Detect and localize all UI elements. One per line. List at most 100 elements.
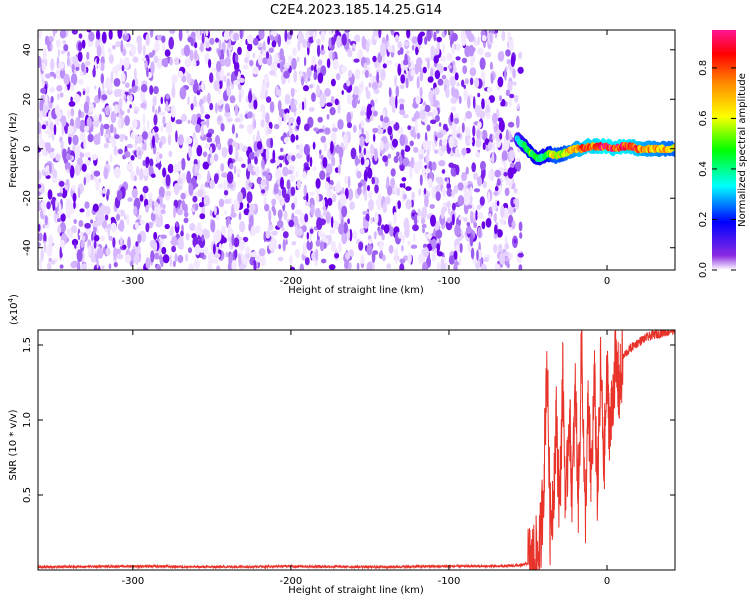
- noise-blob: [448, 255, 455, 265]
- noise-blob: [140, 102, 146, 109]
- noise-blob: [150, 173, 156, 178]
- noise-blob: [426, 140, 432, 147]
- noise-blob: [264, 203, 270, 212]
- noise-blob: [99, 235, 106, 242]
- noise-blob: [209, 146, 213, 155]
- noise-blob: [64, 161, 71, 172]
- noise-blob: [358, 241, 364, 251]
- noise-blob: [421, 218, 426, 225]
- noise-blob: [110, 216, 116, 222]
- noise-blob: [106, 188, 110, 196]
- noise-blob: [188, 263, 195, 270]
- noise-blob: [218, 198, 225, 208]
- noise-blob: [129, 94, 133, 103]
- noise-blob: [426, 148, 430, 157]
- noise-blob: [438, 122, 442, 127]
- noise-blob: [386, 263, 392, 269]
- noise-blob: [306, 239, 313, 251]
- noise-blob: [105, 105, 110, 116]
- noise-blob: [72, 192, 77, 203]
- noise-blob: [288, 126, 293, 137]
- noise-blob: [91, 256, 96, 263]
- noise-blob: [517, 66, 524, 74]
- noise-blob: [508, 98, 512, 108]
- noise-blob: [190, 38, 194, 47]
- noise-blob: [322, 206, 327, 211]
- noise-blob: [492, 135, 495, 141]
- noise-blob: [172, 260, 176, 267]
- noise-blob: [238, 212, 242, 221]
- noise-blob: [336, 180, 341, 193]
- noise-blob: [49, 86, 55, 93]
- noise-blob: [194, 203, 199, 211]
- noise-blob: [68, 134, 72, 145]
- noise-blob: [183, 217, 189, 224]
- noise-blob: [40, 87, 47, 94]
- noise-blob: [291, 241, 297, 246]
- noise-blob: [67, 146, 71, 154]
- noise-blob: [431, 238, 437, 249]
- noise-blob: [281, 226, 285, 232]
- noise-blob: [389, 120, 396, 125]
- noise-blob: [238, 92, 242, 103]
- noise-blob: [310, 203, 315, 216]
- noise-blob: [234, 117, 240, 123]
- noise-blob: [38, 121, 42, 135]
- noise-blob: [162, 167, 167, 178]
- noise-blob: [173, 183, 180, 195]
- noise-blob: [243, 208, 250, 216]
- noise-blob: [265, 230, 271, 239]
- noise-blob: [424, 195, 429, 208]
- noise-blob: [60, 49, 66, 55]
- noise-blob: [494, 212, 497, 223]
- noise-blob: [498, 119, 505, 133]
- noise-blob: [277, 256, 284, 262]
- noise-blob: [94, 85, 97, 90]
- noise-blob: [310, 64, 314, 71]
- noise-blob: [426, 30, 432, 42]
- noise-blob: [116, 189, 123, 201]
- noise-blob: [214, 253, 221, 259]
- noise-blob: [468, 44, 475, 57]
- noise-blob: [453, 117, 459, 125]
- noise-blob: [279, 163, 283, 168]
- noise-blob: [463, 84, 467, 89]
- noise-blob: [66, 212, 71, 219]
- noise-blob: [493, 244, 498, 254]
- noise-blob: [210, 219, 216, 233]
- noise-blob: [463, 88, 468, 102]
- noise-blob: [387, 153, 392, 159]
- noise-blob: [108, 30, 113, 40]
- noise-blob: [303, 184, 308, 197]
- noise-blob: [169, 57, 173, 66]
- noise-blob: [254, 254, 262, 263]
- noise-blob: [316, 38, 321, 46]
- noise-blob: [445, 86, 450, 99]
- noise-blob: [47, 262, 52, 270]
- noise-blob: [177, 70, 184, 78]
- noise-blob: [46, 201, 51, 210]
- noise-blob: [124, 136, 128, 141]
- noise-blob: [440, 56, 447, 62]
- noise-blob: [65, 154, 72, 161]
- noise-blob: [321, 258, 327, 264]
- noise-blob: [471, 136, 475, 147]
- noise-blob: [220, 123, 225, 132]
- noise-blob: [224, 199, 231, 204]
- noise-blob: [419, 109, 426, 120]
- noise-blob: [267, 128, 272, 134]
- noise-blob: [427, 232, 432, 240]
- noise-blob: [475, 138, 482, 148]
- noise-blob: [435, 47, 440, 56]
- noise-blob: [104, 205, 111, 215]
- noise-blob: [419, 86, 423, 98]
- noise-blob: [489, 31, 493, 43]
- noise-blob: [265, 147, 270, 161]
- noise-blob: [485, 112, 491, 120]
- noise-blob: [226, 72, 231, 77]
- noise-blob: [319, 49, 326, 56]
- noise-blob: [347, 218, 350, 225]
- noise-blob: [170, 105, 176, 118]
- noise-blob: [445, 262, 449, 270]
- noise-blob: [430, 51, 434, 61]
